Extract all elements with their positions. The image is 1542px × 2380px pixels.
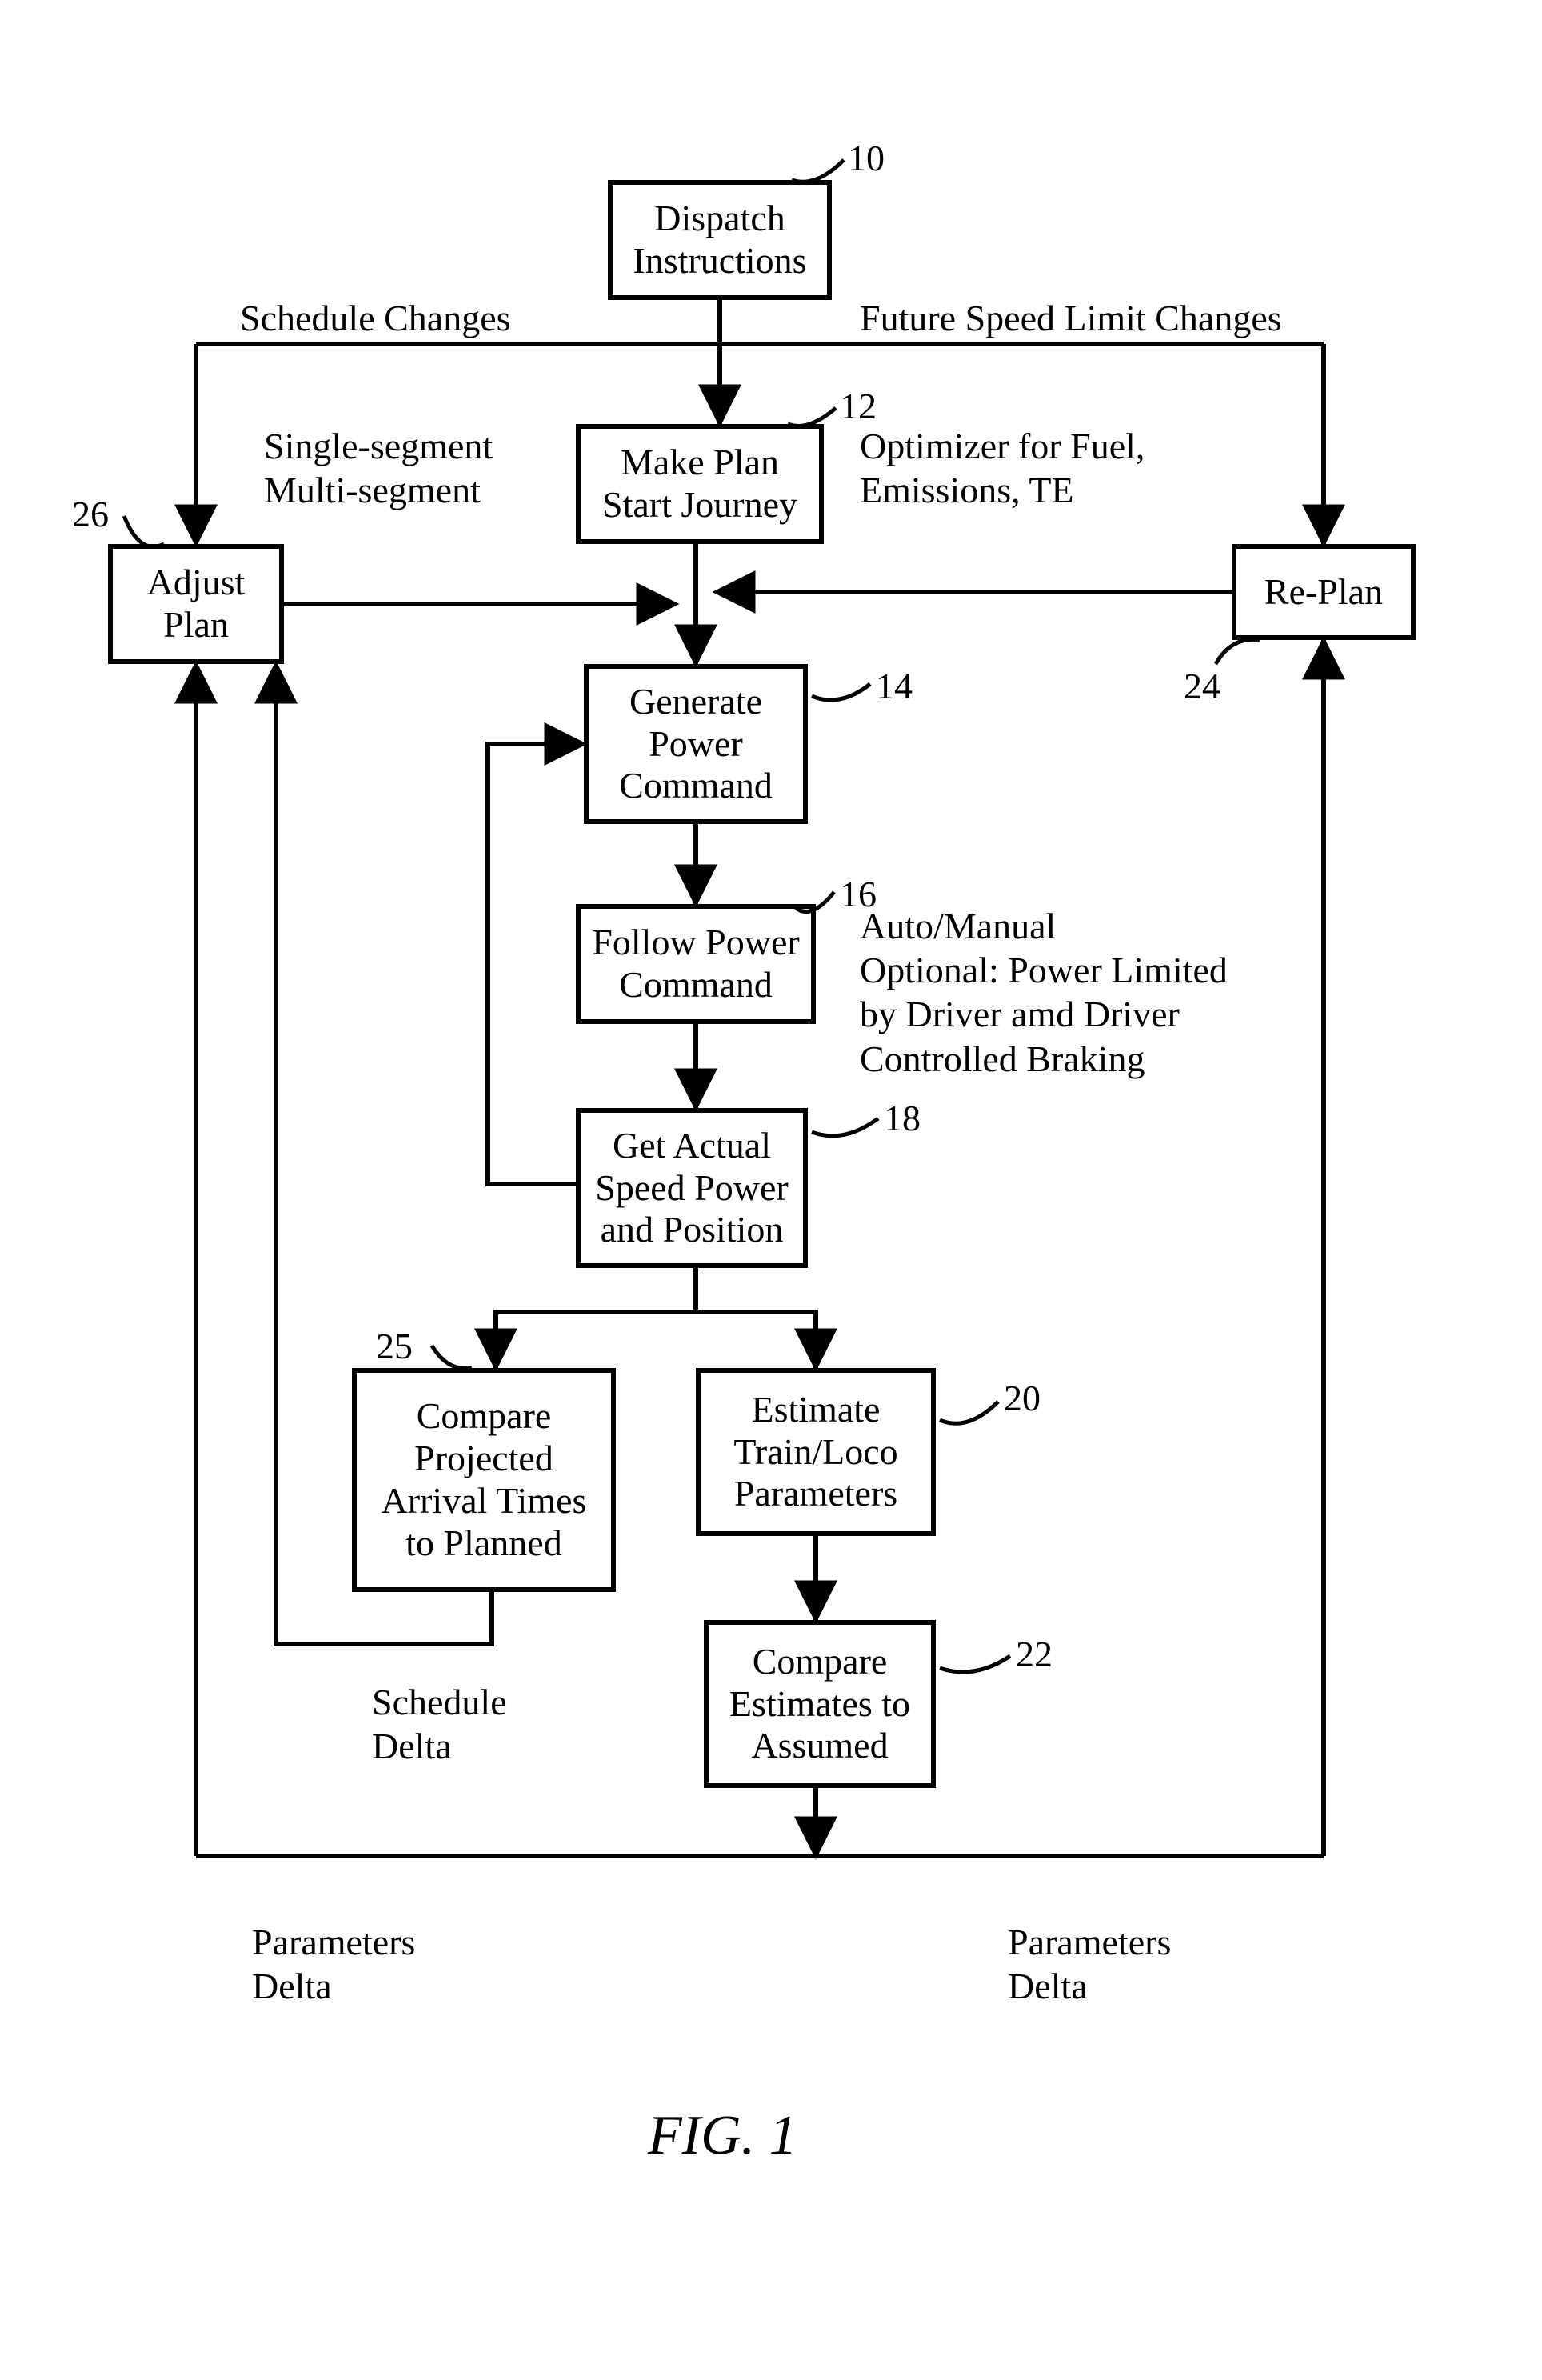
diagram-canvas: Dispatch Instructions Make Plan Start Jo…: [0, 0, 1542, 2380]
label-schedule-delta: Schedule Delta: [372, 1680, 507, 1768]
ref-25: 25: [376, 1324, 413, 1368]
node-re-plan: Re-Plan: [1232, 544, 1416, 640]
ref-16: 16: [840, 872, 877, 916]
leader-22: [940, 1656, 1010, 1672]
node-follow-power-command: Follow Power Command: [576, 904, 816, 1024]
label-single-multi: Single-segment Multi-segment: [264, 424, 493, 512]
label-params-delta-right: Parameters Delta: [1008, 1920, 1171, 2008]
node-label: Make Plan Start Journey: [592, 442, 808, 526]
leader-14: [812, 684, 870, 700]
ref-20: 20: [1004, 1376, 1041, 1420]
leader-26: [124, 516, 164, 546]
node-dispatch-instructions: Dispatch Instructions: [608, 180, 832, 300]
label-auto-manual: Auto/Manual Optional: Power Limited by D…: [860, 904, 1228, 1081]
label-schedule-changes: Schedule Changes: [240, 296, 511, 340]
leader-25: [432, 1346, 472, 1369]
node-label: Adjust Plan: [124, 562, 268, 646]
leader-24: [1216, 639, 1260, 664]
node-label: Compare Estimates to Assumed: [720, 1641, 920, 1768]
node-label: Follow Power Command: [592, 922, 800, 1006]
node-label: Compare Projected Arrival Times to Plann…: [368, 1395, 600, 1565]
node-adjust-plan: Adjust Plan: [108, 544, 284, 664]
node-label: Estimate Train/Loco Parameters: [712, 1389, 920, 1516]
label-params-delta-left: Parameters Delta: [252, 1920, 415, 2008]
node-generate-power-command: Generate Power Command: [584, 664, 808, 824]
label-future-speed: Future Speed Limit Changes: [860, 296, 1282, 340]
node-label: Re-Plan: [1264, 571, 1383, 614]
leader-20: [940, 1402, 998, 1423]
ref-10: 10: [848, 136, 885, 180]
leader-18: [812, 1118, 878, 1136]
node-label: Dispatch Instructions: [624, 198, 816, 282]
ref-12: 12: [840, 384, 877, 428]
ref-14: 14: [876, 664, 913, 708]
ref-18: 18: [884, 1096, 921, 1140]
figure-caption: FIG. 1: [648, 2104, 797, 2168]
edge-18-feedback-14: [488, 744, 584, 1184]
node-label: Generate Power Command: [600, 681, 792, 808]
ref-24: 24: [1184, 664, 1220, 708]
node-estimate-parameters: Estimate Train/Loco Parameters: [696, 1368, 936, 1536]
node-label: Get Actual Speed Power and Position: [592, 1125, 792, 1252]
edge-18-20: [696, 1312, 816, 1368]
node-compare-estimates: Compare Estimates to Assumed: [704, 1620, 936, 1788]
edge-18-25: [496, 1312, 696, 1368]
label-optimizer: Optimizer for Fuel, Emissions, TE: [860, 424, 1145, 512]
node-compare-projected: Compare Projected Arrival Times to Plann…: [352, 1368, 616, 1592]
ref-22: 22: [1016, 1632, 1053, 1676]
leader-10: [792, 160, 844, 182]
node-make-plan: Make Plan Start Journey: [576, 424, 824, 544]
node-get-actual: Get Actual Speed Power and Position: [576, 1108, 808, 1268]
ref-26: 26: [72, 492, 109, 536]
